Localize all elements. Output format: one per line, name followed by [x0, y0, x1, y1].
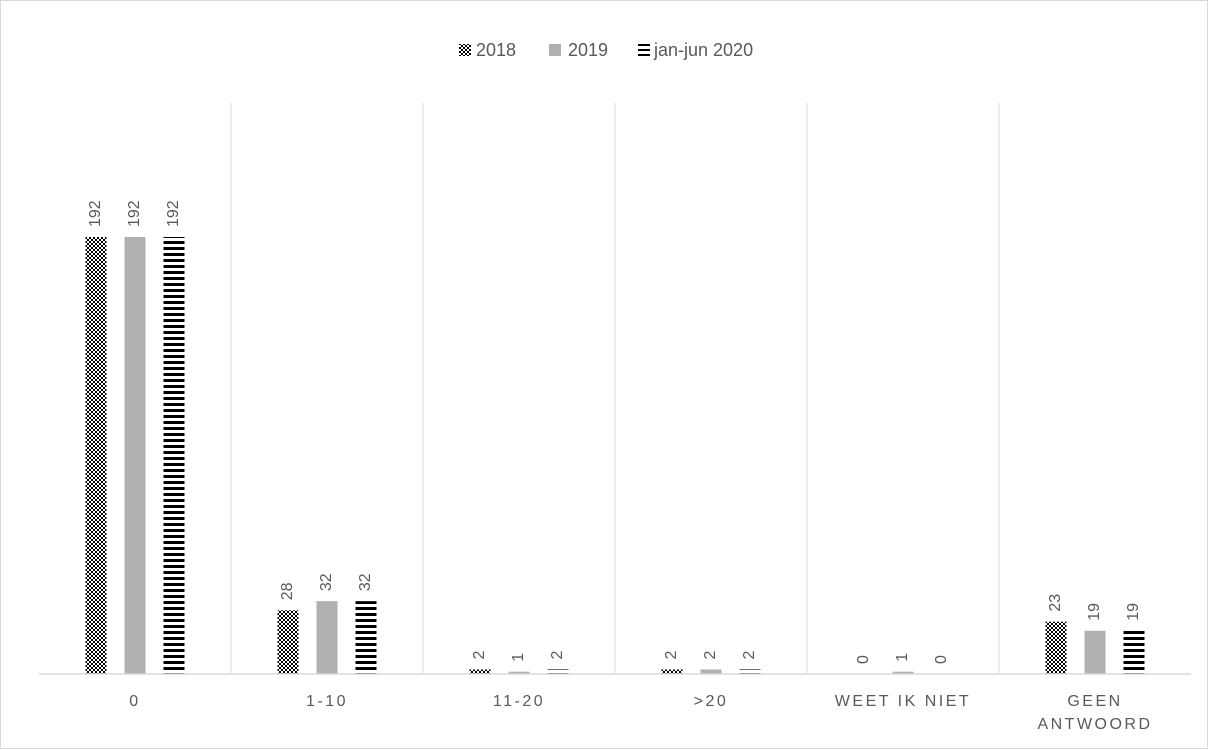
bar-jan-jun-2020-1	[355, 601, 377, 674]
category-label-5-0: GEEN	[1067, 693, 1122, 710]
category-label-5-1: ANTWOORD	[1037, 716, 1152, 733]
bar-2018-0	[85, 237, 107, 674]
bar-2019-3	[700, 669, 722, 674]
category-label-1: 1-10	[306, 693, 348, 710]
data-label-2019-1: 32	[318, 573, 335, 591]
bar-2018-2	[469, 669, 491, 674]
data-label-jan-jun-2020-4: 0	[933, 655, 950, 664]
legend-swatch-1	[549, 44, 561, 56]
bar-2019-2	[508, 671, 530, 674]
data-label-2018-4: 0	[855, 655, 872, 664]
bar-2019-1	[316, 601, 338, 674]
bar-2019-5	[1084, 630, 1106, 674]
bar-jan-jun-2020-5	[1123, 630, 1145, 674]
data-label-2019-5: 19	[1086, 603, 1103, 621]
legend-swatch-0	[459, 44, 471, 56]
data-label-jan-jun-2020-1: 32	[357, 573, 374, 591]
category-label-0: 0	[129, 693, 140, 710]
bar-jan-jun-2020-2	[547, 669, 569, 674]
legend-label-0: 2018	[476, 40, 516, 60]
data-label-2018-2: 2	[471, 650, 488, 659]
bar-2019-0	[124, 237, 146, 674]
value-labels: 192 28 2 2 0 23 192 32 1 2 1 19 192 32 2 2 0 19	[87, 200, 1142, 664]
data-label-2019-4: 1	[894, 653, 911, 662]
category-gridlines	[230, 103, 1000, 674]
data-label-2018-3: 2	[663, 650, 680, 659]
data-label-2019-0: 192	[126, 200, 143, 227]
data-label-jan-jun-2020-3: 2	[741, 650, 758, 659]
bar-2019-4	[892, 671, 914, 674]
bar-jan-jun-2020-3	[739, 669, 761, 674]
data-label-jan-jun-2020-2: 2	[549, 650, 566, 659]
legend-label-2: jan-jun 2020	[653, 40, 753, 60]
data-label-2018-5: 23	[1047, 594, 1064, 612]
category-label-3: >20	[694, 693, 729, 710]
bar-jan-jun-2020-0	[163, 237, 185, 674]
legend-swatch-2	[638, 44, 650, 56]
category-labels: 0 1-10 11-20 >20 WEET IK NIET GEEN ANTWOORD	[129, 693, 1152, 733]
data-label-2019-2: 1	[510, 653, 527, 662]
data-label-2019-3: 2	[702, 650, 719, 659]
data-label-2018-0: 192	[87, 200, 104, 227]
legend: 2018 2019 jan-jun 2020	[459, 40, 753, 60]
data-label-jan-jun-2020-5: 19	[1125, 603, 1142, 621]
bar-2018-1	[277, 610, 299, 674]
bar-2018-5	[1045, 621, 1067, 674]
data-label-2018-1: 28	[279, 582, 296, 600]
category-label-2: 11-20	[493, 693, 545, 710]
data-label-jan-jun-2020-0: 192	[165, 200, 182, 227]
category-label-4: WEET IK NIET	[835, 693, 971, 710]
bars	[85, 237, 1145, 674]
legend-label-1: 2019	[568, 40, 608, 60]
bar-2018-3	[661, 669, 683, 674]
